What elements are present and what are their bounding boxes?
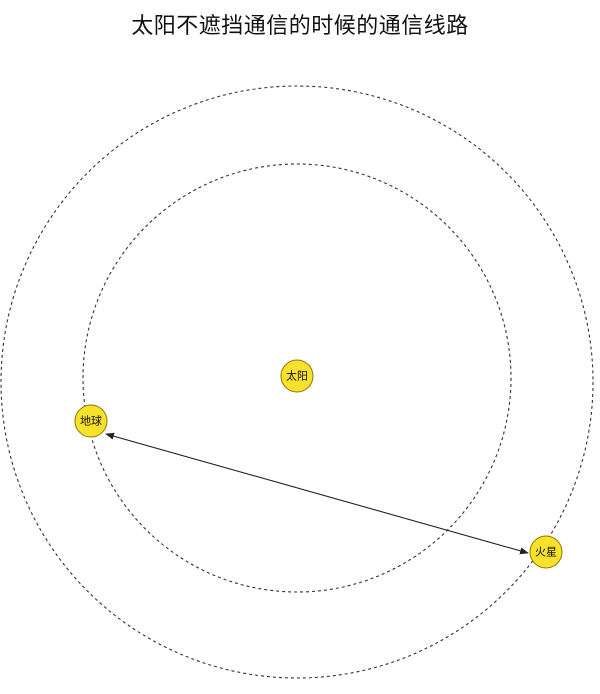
sun: 太阳 — [281, 360, 313, 392]
sun-label: 太阳 — [286, 370, 308, 383]
mars: 火星 — [530, 536, 562, 568]
communication-line — [106, 434, 528, 553]
earth-label: 地球 — [80, 414, 102, 428]
earth: 地球 — [75, 405, 107, 437]
mars-label: 火星 — [535, 546, 557, 559]
